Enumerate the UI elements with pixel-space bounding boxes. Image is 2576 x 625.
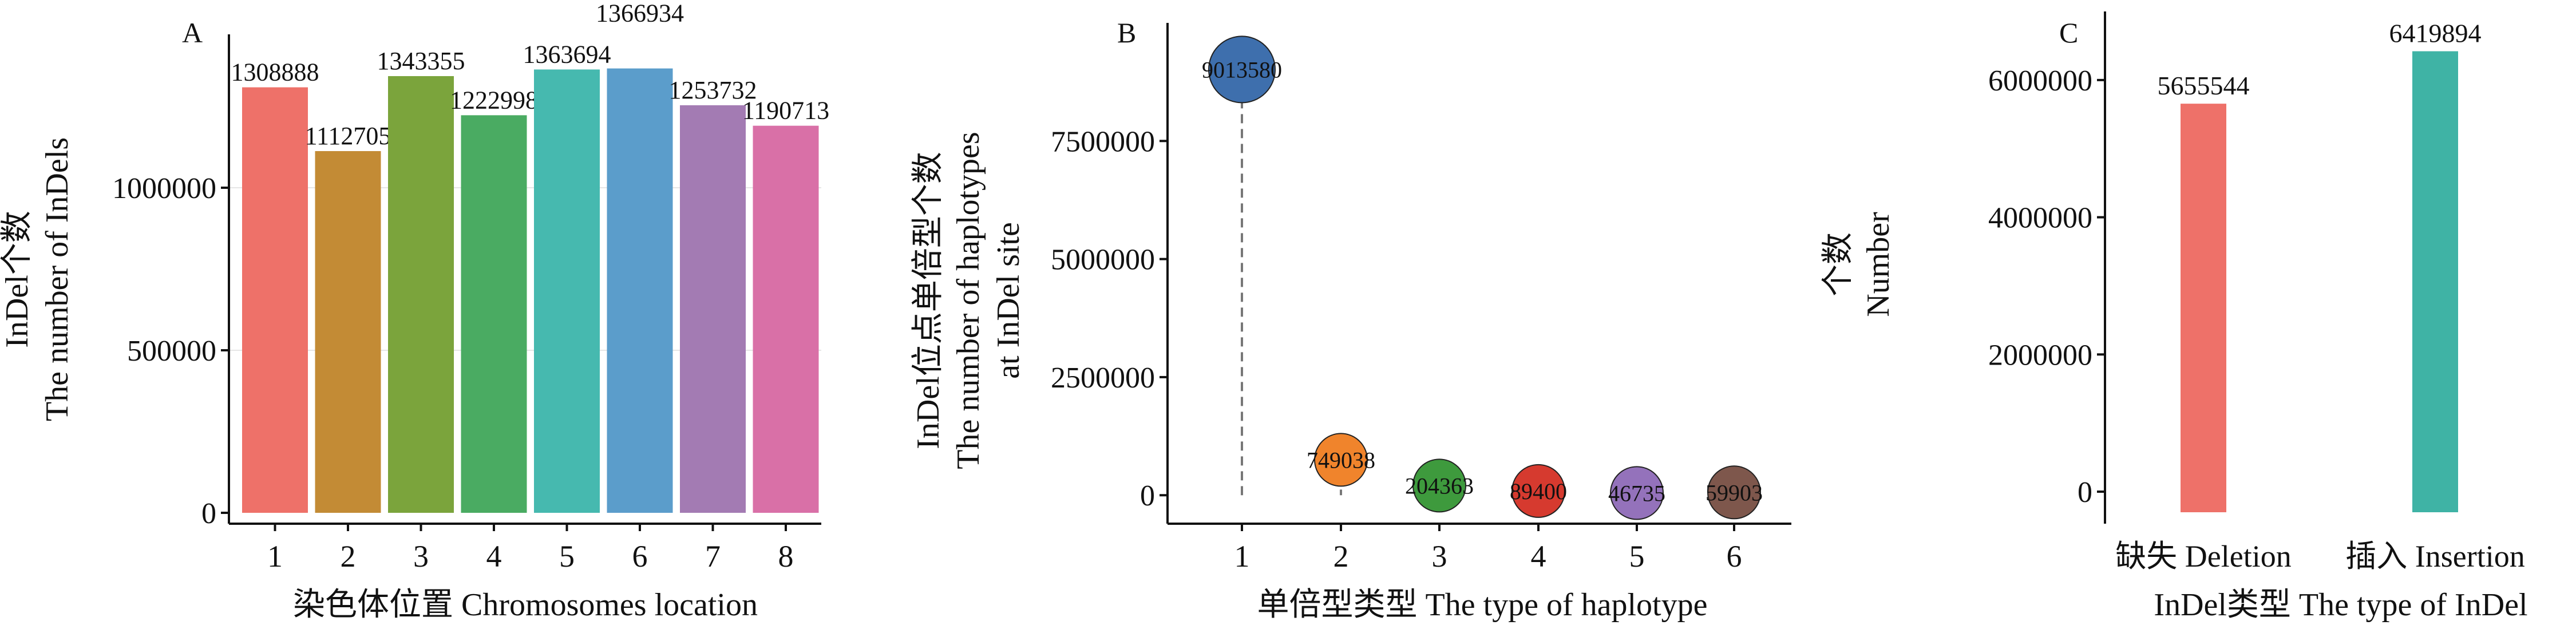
panel-b-x-tick-label: 6 <box>1727 539 1742 573</box>
panel-c-y-axis-title-cn: 个数 <box>1821 232 1856 296</box>
panel-a-y-axis-title-cn: InDel个数 <box>0 211 35 348</box>
panel-a-x-tick-label: 2 <box>341 539 356 573</box>
panel-b-x-tick-label: 3 <box>1432 539 1447 573</box>
panel-a-bar <box>242 87 308 513</box>
panel-a-y-axis-title-en: The number of InDels <box>39 137 75 421</box>
panel-b-y-tick-label: 7500000 <box>1051 125 1155 158</box>
panel-a-bar <box>680 105 746 513</box>
panel-b-y-axis-title-en1: The number of haplotypes <box>951 132 986 469</box>
panel-b-y-axis-title-en2: at InDel site <box>991 222 1026 379</box>
panel-a-bar-label: 1366934 <box>596 0 684 27</box>
panel-a-x-tick-label: 6 <box>632 539 648 573</box>
panel-a-y-tick-label: 1000000 <box>112 172 216 205</box>
panel-b-point-label: 89400 <box>1510 478 1567 504</box>
panel-a-bar-label: 1363694 <box>523 40 611 68</box>
panel-a-bar <box>607 68 673 513</box>
panel-a-x-ticks: 1 2 3 4 5 6 7 8 <box>267 524 794 573</box>
panel-a-x-tick-label: 1 <box>267 539 283 573</box>
panel-c-bar <box>2181 104 2226 513</box>
panel-c-letter: C <box>2059 17 2078 49</box>
panel-a-bars: 1308888 1112705 1343355 1222998 1363694 13669… <box>231 0 829 513</box>
panel-b-point-label: 749038 <box>1307 447 1375 473</box>
panel-b-point <box>1610 466 1664 520</box>
panel-c-y-tick-label: 2000000 <box>1988 339 2092 371</box>
panel-b-y-tick-label: 2500000 <box>1051 362 1155 394</box>
panel-c-bars: 5655544 6419894 <box>2158 19 2482 513</box>
panel-b-y-tick-label: 5000000 <box>1051 244 1155 276</box>
panel-c-y-axis-title-en: Number <box>1861 212 1896 317</box>
panel-a-bar <box>388 76 454 513</box>
panel-c-x-tick-label: 插入 Insertion <box>2345 539 2524 573</box>
panel-c-y-tick-label: 6000000 <box>1988 65 2092 97</box>
panel-a-bar-label: 1308888 <box>231 58 319 86</box>
panel-a-bar-label: 1343355 <box>377 47 465 75</box>
panel-b-points: 9013580 749038 204363 89400 46735 59903 <box>1202 35 1763 520</box>
panel-a-y-tick-label: 500000 <box>127 335 216 367</box>
panel-b-y-tick-label: 0 <box>1140 480 1155 512</box>
panel-c-y-tick-label: 4000000 <box>1988 202 2092 235</box>
panel-a-y-ticks: 0 500000 1000000 <box>112 172 229 530</box>
panel-b-x-tick-label: 4 <box>1531 539 1546 573</box>
panel-a-bar <box>753 125 819 513</box>
panel-c-y-ticks: 0 2000000 4000000 6000000 <box>1988 65 2105 509</box>
panel-a-letter: A <box>182 17 203 49</box>
panel-b-x-tick-label: 1 <box>1234 539 1250 573</box>
panel-c-bar-label: 6419894 <box>2389 19 2482 48</box>
panel-c-bar-label: 5655544 <box>2158 71 2250 100</box>
panel-b-x-tick-label: 2 <box>1333 539 1349 573</box>
panel-c-x-axis-title: InDel类型 The type of InDel <box>2154 587 2527 623</box>
panel-b-point <box>1412 458 1466 513</box>
panel-b-x-tick-label: 5 <box>1629 539 1645 573</box>
panel-b-point <box>1707 465 1761 520</box>
panel-b-point-label: 204363 <box>1405 473 1474 499</box>
panel-a-x-tick-label: 3 <box>413 539 429 573</box>
panel-b-y-ticks: 0 2500000 5000000 7500000 <box>1051 125 1168 512</box>
panel-a-x-axis-title: 染色体位置 Chromosomes location <box>293 587 758 623</box>
panel-c-x-tick-label: 缺失 Deletion <box>2115 539 2291 573</box>
panel-b-x-axis-title: 单倍型类型 The type of haplotype <box>1257 587 1708 623</box>
panel-a-x-tick-label: 4 <box>486 539 502 573</box>
panel-a-bar-label: 1222998 <box>450 86 538 114</box>
panel-a-bar <box>315 151 381 513</box>
panel-b-point-label: 59903 <box>1706 480 1763 505</box>
panel-c-x-ticks: 缺失 Deletion 插入 Insertion <box>2115 539 2524 573</box>
panel-a-bar <box>534 69 600 513</box>
panel-c-bar <box>2412 51 2458 512</box>
panel-b-letter: B <box>1117 17 1136 49</box>
panel-a-x-tick-label: 7 <box>705 539 721 573</box>
panel-b-x-ticks: 1 2 3 4 5 6 <box>1234 524 1742 573</box>
panel-b-stems <box>1241 69 1735 496</box>
panel-b-point <box>1511 464 1565 518</box>
panel-a-bar-label: 1253732 <box>669 76 757 104</box>
panel-a-x-tick-label: 5 <box>559 539 575 573</box>
panel-a-bar-label: 1190713 <box>742 97 829 125</box>
panel-a-bar-label: 1112705 <box>305 122 391 150</box>
panel-a-x-tick-label: 8 <box>778 539 794 573</box>
panel-b-y-axis-title-cn: InDel位点单倍型个数 <box>911 152 946 449</box>
panel-b-point-label: 46735 <box>1608 480 1665 506</box>
panel-c-y-tick-label: 0 <box>2078 476 2092 509</box>
panel-b-point-label: 9013580 <box>1202 57 1282 82</box>
panel-b-point <box>1314 433 1368 487</box>
panel-b-point <box>1208 35 1276 104</box>
panel-a-bar <box>461 115 527 513</box>
panel-a-y-tick-label: 0 <box>201 497 216 530</box>
